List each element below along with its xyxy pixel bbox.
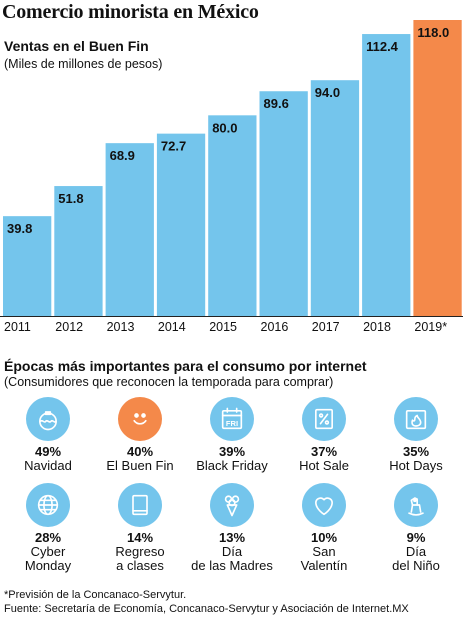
epoch-item: 13% Día de las Madres: [186, 483, 278, 573]
x-tick-label: 2011: [4, 320, 31, 334]
bar-value-label: 94.0: [315, 85, 340, 100]
epoch-item: 37% Hot Sale: [278, 397, 370, 473]
chart-subtitle: Ventas en el Buen Fin: [4, 38, 149, 54]
page-title: Comercio minorista en México: [2, 1, 259, 23]
bar-value-label: 112.4: [366, 39, 399, 54]
epoch-percent: 13%: [218, 530, 246, 545]
percent-tag-icon: [302, 397, 346, 441]
x-tick-label: 2012: [55, 320, 83, 334]
bar-2011: [3, 216, 52, 316]
epoch-item: FRI 39% Black Friday: [186, 397, 278, 473]
epoch-percent: 9%: [406, 530, 426, 545]
bar-2018: [362, 34, 411, 317]
epoch-item: 9% Día del Niño: [370, 483, 462, 573]
svg-text:FRI: FRI: [226, 419, 238, 428]
bar-value-label: 80.0: [212, 120, 237, 135]
chart-unit-note: (Miles de millones de pesos): [4, 57, 163, 71]
bar-value-label: 89.6: [264, 96, 289, 111]
epoch-percent: 37%: [310, 444, 338, 459]
epoch-percent: 35%: [402, 444, 430, 459]
bar-chart: 39.8 2011 51.8 2012 68.9 2013 72.7 2014 80.0 2015…: [0, 20, 463, 334]
bar-value-label: 68.9: [110, 148, 135, 163]
epoch-percent: 40%: [126, 444, 154, 459]
epoch-item: 35% Hot Days: [370, 397, 462, 473]
bouquet-icon: [210, 483, 254, 527]
notebook-icon: [118, 483, 162, 527]
epoch-label: Navidad: [24, 458, 72, 473]
epoch-label: El Buen Fin: [106, 458, 174, 473]
x-tick-label: 2016: [261, 320, 289, 334]
source-note: Fuente: Secretaría de Economía, Concanac…: [4, 603, 409, 615]
globe-icon: [26, 483, 70, 527]
bar-value-label: 72.7: [161, 139, 186, 154]
epoch-item: 28% Cyber Monday: [2, 483, 94, 573]
epochs-note: (Consumidores que reconocen la temporada…: [4, 375, 334, 389]
ornament-icon: [26, 397, 70, 441]
epoch-label: Hot Sale: [299, 458, 349, 473]
smiley-icon: [118, 397, 162, 441]
epoch-label: Hot Days: [389, 458, 443, 473]
epoch-percent: 14%: [126, 530, 154, 545]
epoch-percent: 49%: [34, 444, 62, 459]
heart-icon: [302, 483, 346, 527]
epoch-percent: 39%: [218, 444, 246, 459]
x-tick-label: 2019*: [414, 320, 447, 334]
x-tick-label: 2015: [209, 320, 237, 334]
x-tick-label: 2017: [312, 320, 340, 334]
epoch-percent: 10%: [310, 530, 338, 545]
epoch-label: Cyber Monday: [24, 544, 72, 573]
epoch-label: Black Friday: [196, 458, 268, 473]
rocking-horse-icon: [394, 483, 438, 527]
x-tick-label: 2014: [158, 320, 186, 334]
calendar-fri-icon: FRI: [210, 397, 254, 441]
footnote: *Previsión de la Concanaco-Servytur.: [4, 589, 187, 601]
bar-2014: [156, 133, 206, 316]
bar-2015: [208, 115, 257, 316]
epoch-label: Día de las Madres: [191, 544, 273, 573]
epoch-percent: 28%: [34, 530, 62, 545]
x-tick-label: 2013: [107, 320, 135, 334]
bar-2012: [54, 186, 103, 316]
x-tick-label: 2018: [363, 320, 391, 334]
flame-icon: [394, 397, 438, 441]
bar-2019*: [413, 20, 462, 316]
bar-value-label: 51.8: [58, 191, 83, 206]
bar-2017: [310, 80, 360, 316]
epoch-item: 49% Navidad: [2, 397, 94, 473]
bar-value-label: 39.8: [7, 221, 32, 236]
epoch-label: Día del Niño: [392, 544, 440, 573]
bar-2016: [259, 91, 308, 316]
epoch-item: 10% San Valentín: [278, 483, 370, 573]
epoch-item: 40% El Buen Fin: [94, 397, 186, 473]
bar-2013: [105, 143, 154, 316]
bar-value-label: 118.0: [417, 25, 449, 40]
epochs-title: Épocas más importantes para el consumo p…: [4, 358, 367, 374]
epoch-label: Regreso a clases: [115, 544, 165, 573]
epoch-label: San Valentín: [300, 544, 348, 573]
epoch-item: 14% Regreso a clases: [94, 483, 186, 573]
